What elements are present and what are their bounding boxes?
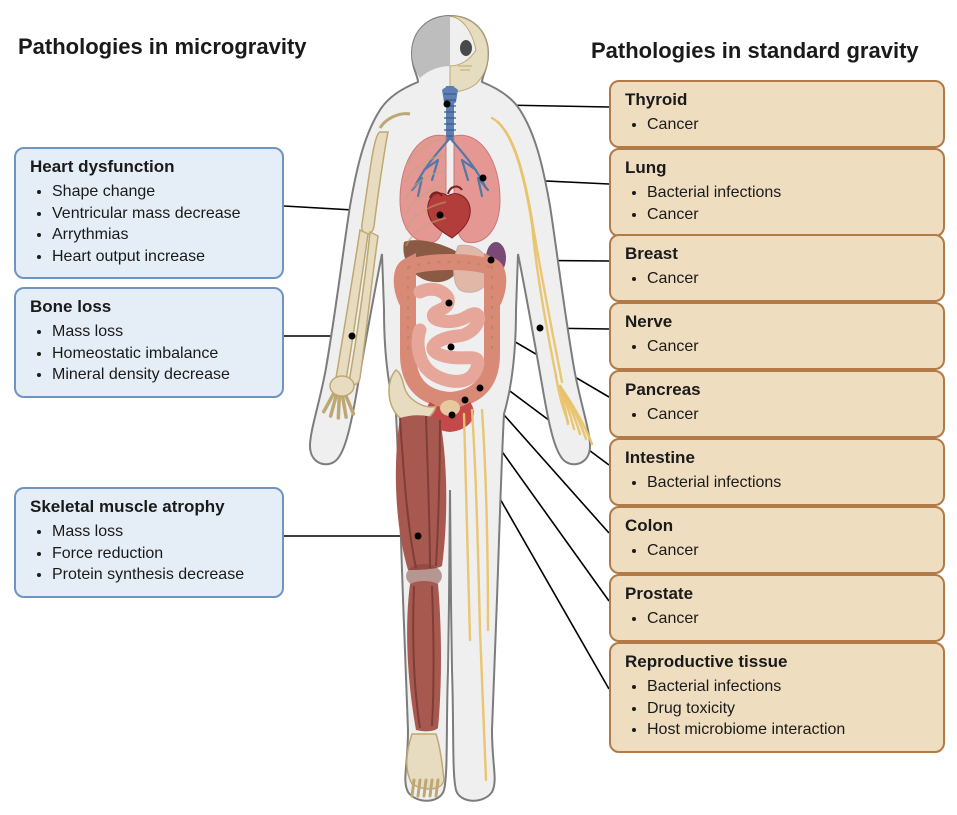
box-items: Bacterial infections [625, 472, 929, 494]
box-title: Colon [625, 516, 929, 536]
right-box-pancreas: Pancreas Cancer [609, 370, 945, 438]
box-item: Homeostatic imbalance [52, 343, 268, 365]
box-item: Cancer [647, 204, 929, 226]
box-title: Nerve [625, 312, 929, 332]
box-items: Mass lossHomeostatic imbalanceMineral de… [30, 321, 268, 386]
box-title: Reproductive tissue [625, 652, 929, 672]
box-items: Mass lossForce reductionProtein synthesi… [30, 521, 268, 586]
box-items: Cancer [625, 336, 929, 358]
box-title: Pancreas [625, 380, 929, 400]
box-items: Cancer [625, 404, 929, 426]
box-item: Cancer [647, 540, 929, 562]
box-title: Heart dysfunction [30, 157, 268, 177]
box-title: Thyroid [625, 90, 929, 110]
left-box-heart: Heart dysfunction Shape changeVentricular… [14, 147, 284, 279]
right-box-breast: Breast Cancer [609, 234, 945, 302]
box-item: Mass loss [52, 321, 268, 343]
box-item: Ventricular mass decrease [52, 203, 268, 225]
box-item: Protein synthesis decrease [52, 564, 268, 586]
box-item: Cancer [647, 404, 929, 426]
box-item: Mineral density decrease [52, 364, 268, 386]
anatomy-figure [300, 10, 600, 805]
box-item: Cancer [647, 608, 929, 630]
box-item: Arrythmias [52, 224, 268, 246]
right-box-colon: Colon Cancer [609, 506, 945, 574]
box-items: Shape changeVentricular mass decreaseArr… [30, 181, 268, 267]
right-box-nerve: Nerve Cancer [609, 302, 945, 370]
box-item: Cancer [647, 336, 929, 358]
box-item: Bacterial infections [647, 676, 929, 698]
right-box-thyroid: Thyroid Cancer [609, 80, 945, 148]
box-item: Cancer [647, 268, 929, 290]
box-title: Prostate [625, 584, 929, 604]
box-item: Force reduction [52, 543, 268, 565]
box-item: Bacterial infections [647, 472, 929, 494]
box-items: Bacterial infectionsDrug toxicityHost mi… [625, 676, 929, 741]
box-item: Mass loss [52, 521, 268, 543]
left-box-bone: Bone loss Mass lossHomeostatic imbalanceM… [14, 287, 284, 398]
right-box-intestine: Intestine Bacterial infections [609, 438, 945, 506]
box-title: Bone loss [30, 297, 268, 317]
box-item: Drug toxicity [647, 698, 929, 720]
title-left: Pathologies in microgravity [18, 34, 307, 60]
box-items: Cancer [625, 268, 929, 290]
box-item: Bacterial infections [647, 182, 929, 204]
box-items: Cancer [625, 114, 929, 136]
left-box-muscle: Skeletal muscle atrophy Mass lossForce re… [14, 487, 284, 598]
box-title: Breast [625, 244, 929, 264]
box-items: Bacterial infectionsCancer [625, 182, 929, 225]
box-title: Skeletal muscle atrophy [30, 497, 268, 517]
box-item: Cancer [647, 114, 929, 136]
box-item: Host microbiome interaction [647, 719, 929, 741]
box-title: Lung [625, 158, 929, 178]
right-box-repro: Reproductive tissue Bacterial infectionsD… [609, 642, 945, 753]
box-item: Shape change [52, 181, 268, 203]
box-items: Cancer [625, 608, 929, 630]
box-items: Cancer [625, 540, 929, 562]
right-box-lung: Lung Bacterial infectionsCancer [609, 148, 945, 237]
title-right: Pathologies in standard gravity [591, 38, 919, 64]
box-title: Intestine [625, 448, 929, 468]
right-box-prostate: Prostate Cancer [609, 574, 945, 642]
box-item: Heart output increase [52, 246, 268, 268]
